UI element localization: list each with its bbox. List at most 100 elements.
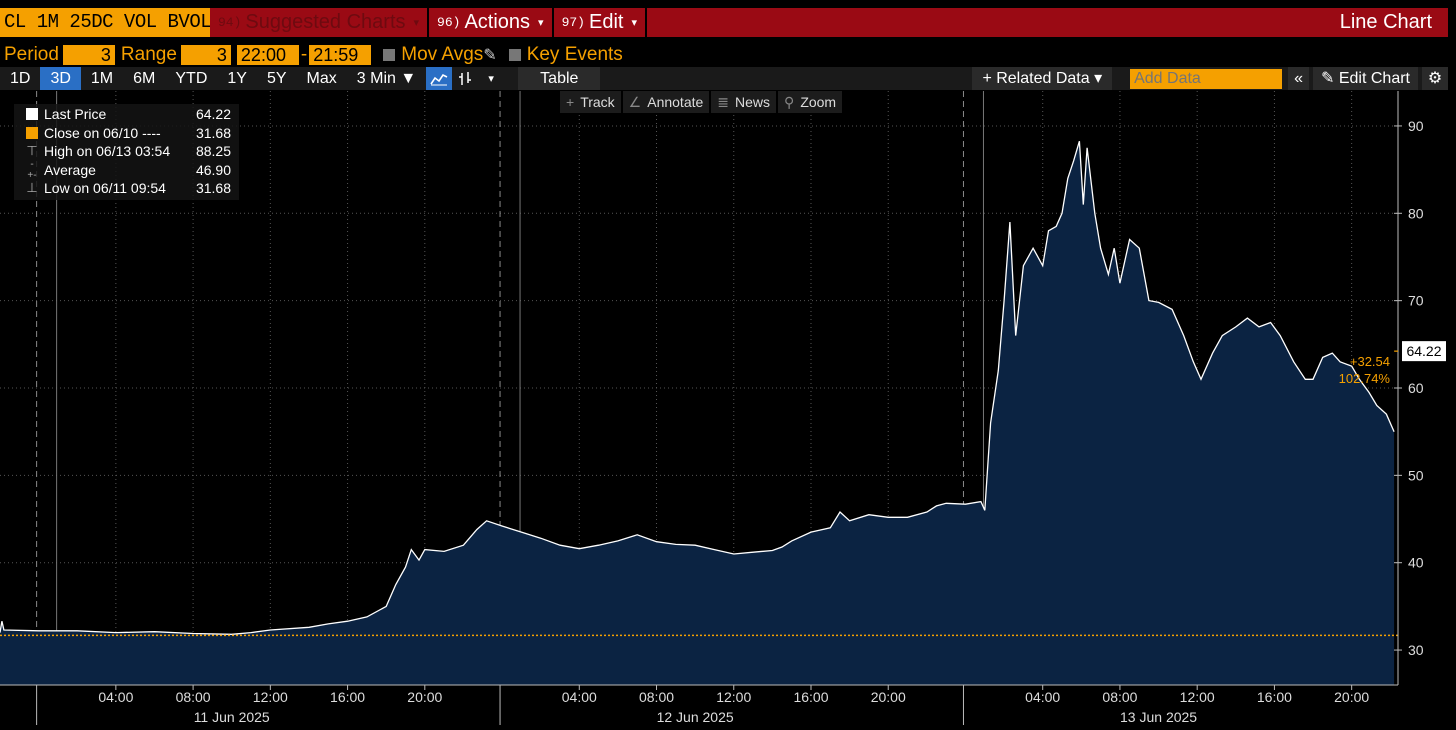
news-icon: ≣ [717,94,730,110]
chart-style-dropdown-icon[interactable]: ▾ [488,73,494,85]
date-label: 11 Jun 2025 [194,709,270,725]
legend-label: Average [44,161,96,178]
last-price-line [0,141,1395,635]
low-marker-icon: ⊥ [26,180,38,196]
legend-value: 64.22 [195,106,231,123]
x-tick-label: 20:00 [407,689,442,705]
key-events-checkbox[interactable] [508,49,521,61]
menu-number: 94) [218,15,242,30]
bar-chart-icon[interactable] [452,67,478,90]
price-change-label: +32.54 [1350,354,1390,369]
annotate-label: Annotate [647,94,704,110]
collapse-icon[interactable]: « [1288,67,1309,90]
news-tool[interactable]: ≣ News [711,91,777,113]
interval-dropdown[interactable]: 3 Min ▼ [356,70,417,87]
magnifier-icon: ⚲ [784,94,795,110]
annotate-tool[interactable]: ∠ Annotate [622,91,710,113]
range-ytd-button[interactable]: YTD [175,70,208,87]
date-label: 12 Jun 2025 [657,709,734,725]
mov-avgs-label: Mov Avgs [401,44,484,65]
period-input[interactable]: 3 [62,45,115,65]
crosshair-icon: + [566,94,575,110]
menu-label: Suggested Charts [245,11,406,33]
actions-menu[interactable]: 96) Actions ▾ [429,8,554,37]
zoom-label: Zoom [800,94,837,110]
period-row: Period 3 Range 3 22:00 - 21:59 Mov Avgs … [0,44,623,66]
annotate-icon: ∠ [628,94,642,110]
chart-type-title: Line Chart [1339,11,1432,33]
range-input[interactable]: 3 [180,45,231,65]
white-square-icon [26,108,38,121]
gear-icon[interactable]: ⚙ [1422,67,1448,90]
orange-square-icon [26,126,38,139]
average-marker-icon: -+- [27,158,37,181]
legend-value: 31.68 [195,180,231,197]
line-chart-icon[interactable] [426,67,453,90]
x-tick-label: 08:00 [176,689,211,705]
price-change-pct-label: 102.74% [1339,371,1391,386]
chart-legend[interactable]: Last Price 64.22 Close on 06/10 ---- 31.… [14,104,239,200]
date-label: 13 Jun 2025 [1120,709,1197,725]
range-button-row: 1D 3D 1M 6M YTD 1Y 5Y Max 3 Min ▼ ▾ Tabl… [0,67,1448,90]
legend-row-close: Close on 06/10 ---- 31.68 [14,124,239,143]
legend-label: High on 06/13 03:54 [44,143,171,160]
range-6m-button[interactable]: 6M [133,70,156,87]
range-3d-button[interactable]: 3D [40,67,81,90]
y-tick-label: 30 [1408,642,1424,658]
track-tool[interactable]: + Track [560,91,621,113]
range-max-button[interactable]: Max [306,70,337,87]
x-tick-label: 20:00 [1334,689,1369,705]
time-to-input[interactable]: 21:59 [309,45,372,65]
key-events-label: Key Events [526,44,623,65]
x-tick-label: 12:00 [253,689,288,705]
chevron-down-icon: ▾ [538,17,544,29]
zoom-tool[interactable]: ⚲ Zoom [778,91,843,113]
chevron-down-icon: ▾ [413,17,420,29]
legend-label: Low on 06/11 09:54 [44,180,166,197]
x-tick-label: 12:00 [1180,689,1215,705]
legend-label: Last Price [44,106,107,123]
title-bar: CL 1M 25DC VOL BVOL 94) Suggested Charts… [0,8,1448,37]
y-tick-label: 70 [1408,293,1424,309]
legend-row-last-price: Last Price 64.22 [14,105,239,124]
y-tick-label: 80 [1408,205,1424,221]
y-tick-label: 50 [1408,467,1424,483]
menu-label: Edit [588,11,624,33]
y-tick-label: 60 [1408,380,1424,396]
period-label: Period [4,44,59,65]
menu-number: 97) [561,15,585,30]
x-tick-label: 12:00 [716,689,751,705]
related-data-button[interactable]: + Related Data ▾ [972,67,1113,90]
x-tick-label: 04:00 [98,689,133,705]
add-data-input[interactable] [1130,68,1283,89]
range-1d-button[interactable]: 1D [10,70,31,87]
x-tick-label: 20:00 [871,689,906,705]
pencil-icon[interactable]: ✎ [483,47,497,64]
x-axis: 04:00 08:00 12:00 16:00 20:00 04:00 08:00 12:00… [0,684,1398,725]
legend-row-low: ⊥ Low on 06/11 09:54 31.68 [14,179,239,198]
price-area-fill [0,141,1395,685]
range-5y-button[interactable]: 5Y [266,70,287,87]
legend-row-high: ⊤ High on 06/13 03:54 88.25 [14,142,239,161]
x-tick-label: 04:00 [562,689,597,705]
last-price-badge-box [1402,341,1446,362]
x-tick-label: 16:00 [330,689,365,705]
edit-chart-button[interactable]: ✎ Edit Chart [1313,67,1418,90]
y-axis: 30 40 50 60 70 80 90 [1394,91,1424,685]
suggested-charts-menu[interactable]: 94) Suggested Charts ▾ [210,8,430,37]
security-ticker[interactable]: CL 1M 25DC VOL BVOL [0,8,210,37]
range-1y-button[interactable]: 1Y [227,70,247,87]
legend-value: 46.90 [195,161,231,178]
table-button[interactable]: Table [518,67,601,90]
range-1m-button[interactable]: 1M [90,70,114,87]
legend-value: 88.25 [195,143,231,160]
legend-row-average: -+- Average 46.90 [14,158,239,181]
track-label: Track [580,94,615,110]
mov-avgs-checkbox[interactable] [383,49,396,61]
high-marker-icon: ⊤ [26,143,38,159]
x-tick-label: 16:00 [1257,689,1292,705]
edit-menu[interactable]: 97) Edit ▾ [554,8,647,37]
time-from-input[interactable]: 22:00 [236,45,299,65]
menu-number: 96) [437,15,461,30]
